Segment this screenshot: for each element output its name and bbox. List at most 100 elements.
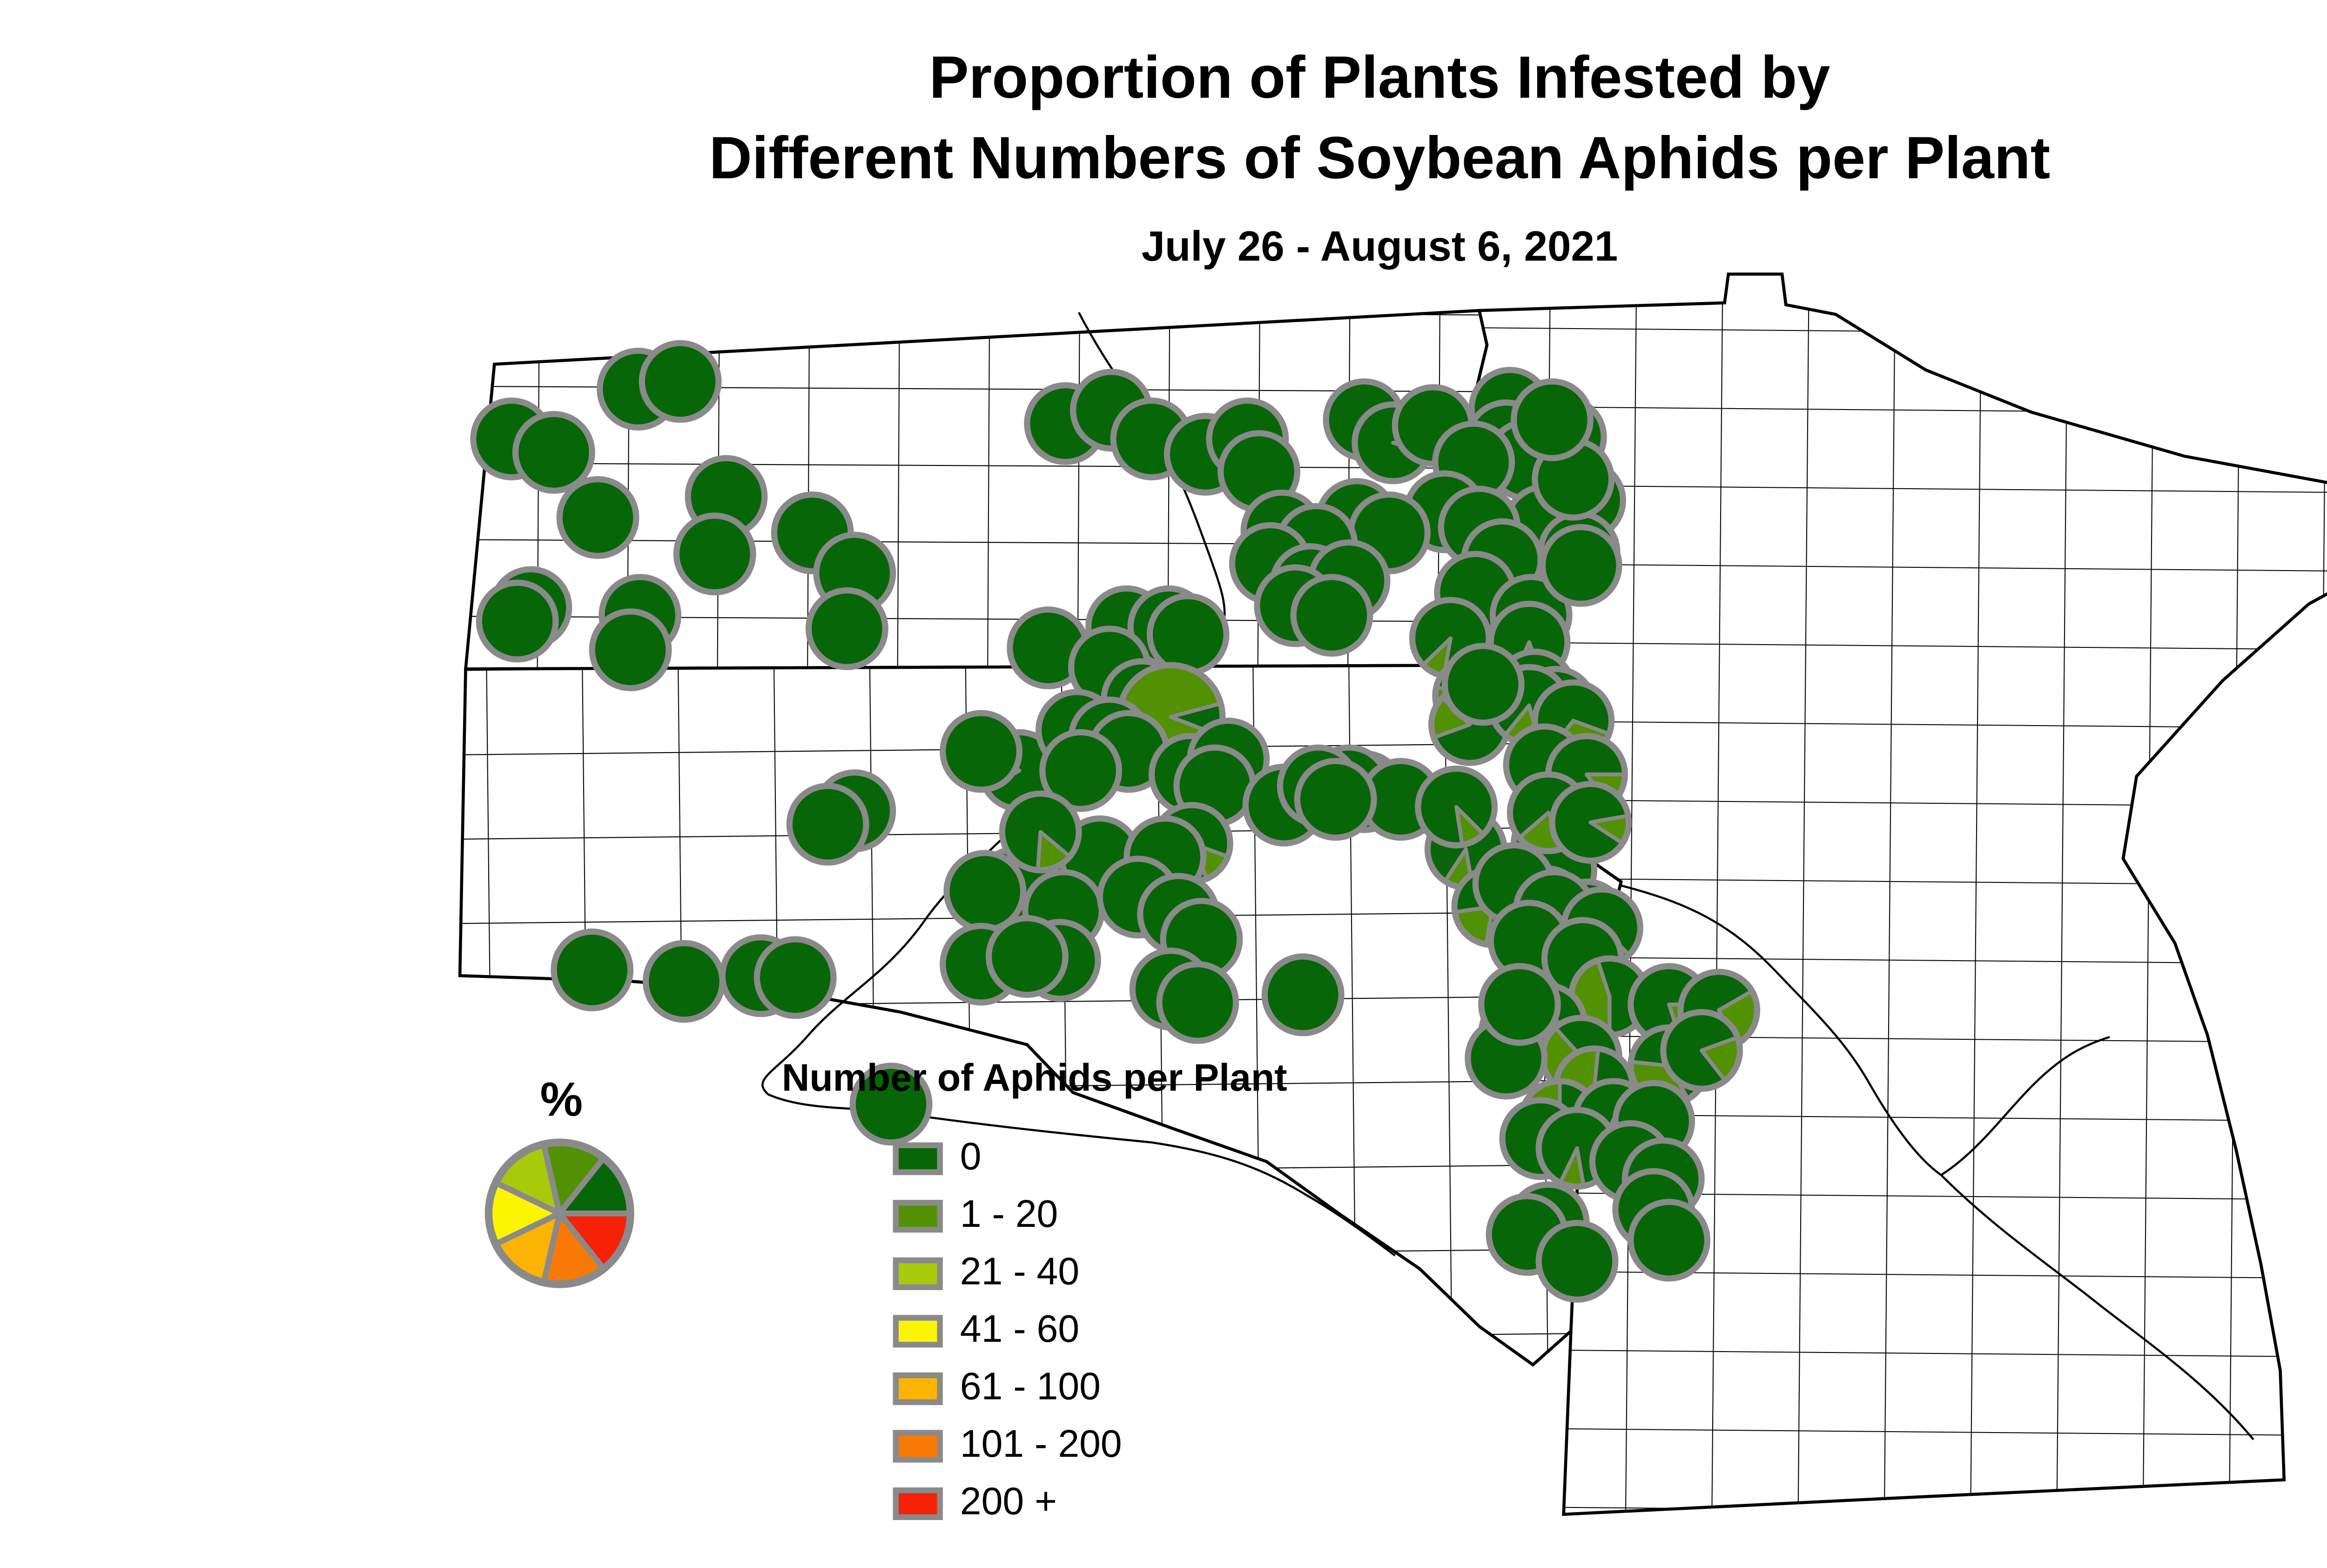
pie-marker [1294, 758, 1377, 841]
pie-marker [589, 608, 672, 692]
legend-item-label: 21 - 40 [960, 1251, 1080, 1293]
pie-outline [512, 411, 595, 494]
pie-outline [1478, 963, 1561, 1046]
pie-marker [1156, 961, 1239, 1044]
pie-base-slice [1445, 646, 1522, 723]
pie-outline [589, 608, 672, 692]
pie-marker [940, 710, 1022, 793]
pie-outline [940, 710, 1022, 793]
pie-outline [786, 782, 869, 866]
pie-marker [1539, 524, 1622, 607]
pie-markers-layer [470, 340, 1761, 1303]
pie-base-slice [1042, 732, 1119, 809]
page-title-line1: Proportion of Plants Infested by [929, 44, 1830, 111]
pie-marker [639, 340, 722, 423]
pie-base-slice [1539, 1223, 1615, 1300]
pie-outline [999, 790, 1082, 874]
pie-outline [476, 579, 559, 663]
pie-marker [1511, 378, 1594, 461]
pie-outline [1290, 574, 1373, 657]
legend-swatch [893, 1256, 943, 1289]
pie-marker [1441, 643, 1525, 726]
pie-marker [786, 782, 869, 866]
pie-outline [1628, 1198, 1711, 1282]
legend-swatch [893, 1429, 943, 1462]
pie-outline [1261, 953, 1345, 1036]
legend-item-label: 1 - 20 [960, 1193, 1058, 1236]
pie-outline [805, 587, 888, 670]
pie-outline [556, 476, 639, 559]
pie-base-slice [479, 583, 556, 660]
pie-marker [753, 936, 837, 1019]
pie-marker [805, 587, 888, 670]
legend-swatch [893, 1486, 943, 1519]
pie-marker [1261, 953, 1345, 1036]
pie-base-slice [1293, 577, 1370, 654]
pie-base-slice [1513, 381, 1591, 458]
pie-outline [1660, 1009, 1743, 1092]
pie-outline [1511, 378, 1594, 461]
pie-base-slice [1159, 964, 1236, 1041]
pie-outline [551, 929, 634, 1011]
pie-base-slice [853, 1065, 929, 1143]
pie-base-slice [1481, 966, 1558, 1043]
legend-item: 61 - 100 [893, 1359, 1287, 1417]
pie-marker [1146, 593, 1230, 676]
legend-swatch [893, 1371, 943, 1404]
pie-base-slice [1264, 956, 1342, 1033]
pie-base-slice [1009, 609, 1087, 686]
pie-base-slice [1150, 596, 1227, 673]
pie-outline [1549, 781, 1632, 864]
pie-base-slice [1542, 527, 1620, 604]
pie-base-slice [1630, 1202, 1708, 1279]
pie-marker [556, 476, 639, 559]
pie-outline [1415, 765, 1498, 848]
river-minnesota [1621, 884, 2110, 1177]
pie-base-slice [642, 343, 719, 420]
pie-outline [1535, 1220, 1619, 1303]
pie-marker [1535, 1220, 1619, 1303]
pie-base-slice [553, 931, 631, 1009]
legend-swatch [893, 1199, 943, 1232]
legend-item: 200 + [893, 1474, 1287, 1532]
pie-marker [551, 929, 634, 1011]
legend-item: 101 - 200 [893, 1417, 1287, 1474]
pie-marker [1478, 963, 1561, 1046]
pie-marker [1039, 729, 1123, 812]
legend-item: 41 - 60 [893, 1301, 1287, 1359]
legend-item-label: 0 [960, 1136, 982, 1178]
legend-item-label: 200 + [960, 1481, 1057, 1523]
pie-marker [1549, 781, 1632, 864]
pie-base-slice [646, 943, 723, 1020]
pie-marker [1415, 765, 1498, 848]
legend-title: Number of Aphids per Plant [781, 1058, 1287, 1101]
legend-example-pie [484, 1138, 634, 1288]
pie-outline [753, 936, 837, 1019]
pie-base-slice [989, 918, 1066, 995]
chart-subtitle: July 26 - August 6, 2021 [1141, 222, 1618, 270]
chart-titles: Proportion of Plants Infested by Differe… [0, 38, 2327, 271]
percent-axis-label: % [540, 1073, 583, 1127]
pie-outline [985, 915, 1069, 998]
page-title-line2: Different Numbers of Soybean Aphids per … [709, 124, 2051, 192]
pie-marker [985, 915, 1069, 998]
pie-outline [673, 512, 756, 596]
pie-outline [1294, 758, 1377, 841]
pie-marker [673, 512, 756, 596]
pie-marker [512, 411, 595, 494]
pie-base-slice [559, 479, 636, 556]
pie-base-slice [1297, 761, 1374, 838]
pie-marker [1290, 574, 1373, 657]
pie-base-slice [789, 786, 867, 863]
pie-outline [1539, 524, 1622, 607]
example-pie-outline [484, 1138, 634, 1288]
pie-outline [1039, 729, 1123, 812]
pie-base-slice [946, 853, 1023, 930]
pie-outline [1156, 961, 1239, 1044]
legend-item: 1 - 20 [893, 1186, 1287, 1244]
river-mississippi [1940, 1174, 2254, 1440]
pie-marker [849, 1063, 933, 1146]
pie-base-slice [676, 515, 753, 592]
pie-base-slice [808, 590, 886, 667]
